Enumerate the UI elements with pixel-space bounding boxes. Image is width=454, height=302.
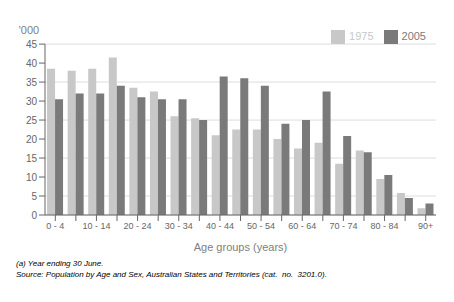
- svg-text:10 - 14: 10 - 14: [82, 221, 110, 231]
- svg-text:5: 5: [31, 191, 37, 202]
- svg-text:Age groups (years): Age groups (years): [194, 241, 288, 253]
- svg-text:'000: '000: [19, 24, 39, 36]
- svg-text:20 - 24: 20 - 24: [124, 221, 152, 231]
- svg-text:90+: 90+: [418, 221, 433, 231]
- svg-text:60 - 64: 60 - 64: [288, 221, 316, 231]
- svg-text:20: 20: [26, 134, 38, 145]
- svg-text:50 - 54: 50 - 54: [247, 221, 275, 231]
- svg-text:80 - 84: 80 - 84: [371, 221, 399, 231]
- html-text:(a) Year ending 30 June.: (a) Year ending 30 June.: [16, 259, 104, 268]
- svg-text:0 - 4: 0 - 4: [46, 221, 64, 231]
- svg-text:45: 45: [26, 39, 38, 50]
- svg-text:35: 35: [26, 77, 38, 88]
- html-text:Source: Population by Age and: Source: Population by Age and Sex, Austr…: [16, 270, 327, 279]
- svg-text:25: 25: [26, 115, 38, 126]
- html-text:2005: 2005: [401, 30, 426, 42]
- svg-text:0: 0: [31, 210, 37, 221]
- svg-text:40 - 44: 40 - 44: [206, 221, 234, 231]
- svg-text:40: 40: [26, 58, 38, 69]
- svg-text:10: 10: [26, 172, 38, 183]
- svg-text:15: 15: [26, 153, 38, 164]
- svg-text:30 - 34: 30 - 34: [165, 221, 193, 231]
- svg-text:70 - 74: 70 - 74: [329, 221, 357, 231]
- svg-text:30: 30: [26, 96, 38, 107]
- html-text:1975: 1975: [349, 30, 374, 42]
